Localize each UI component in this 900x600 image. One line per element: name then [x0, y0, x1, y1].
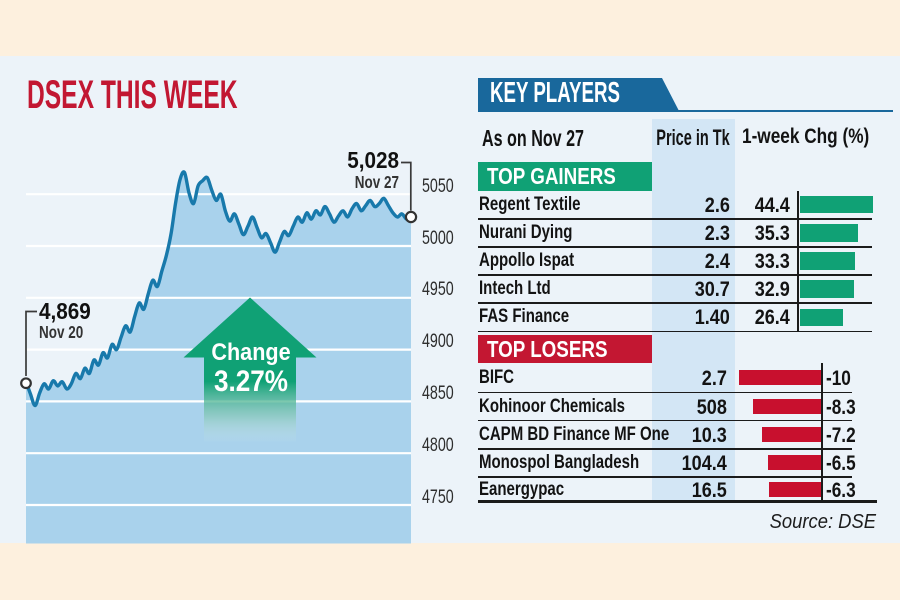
gainer-name: Appollo Ispat — [479, 249, 575, 271]
loser-change: -7.2 — [825, 422, 856, 447]
loser-change: -6.5 — [825, 450, 856, 475]
row-separator — [478, 391, 852, 394]
column-header-price: Price in Tk — [656, 124, 730, 150]
loser-bar — [767, 455, 821, 471]
loser-name: Monospol Bangladesh — [479, 450, 640, 473]
gainer-change: 26.4 — [754, 305, 790, 330]
loser-name: BIFC — [479, 365, 515, 388]
start-annotation-connector — [25, 310, 37, 376]
y-tick-5050: 5050 — [422, 175, 454, 197]
loser-price: 508 — [696, 394, 727, 419]
page-title: DSEX THIS WEEK — [27, 73, 238, 117]
price-column-background — [652, 119, 735, 503]
start-marker — [20, 377, 32, 390]
gainer-change: 32.9 — [754, 277, 790, 302]
row-separator — [478, 330, 872, 333]
gainer-change: 33.3 — [754, 249, 790, 273]
row-separator — [478, 447, 852, 450]
top-gainers-banner-label: TOP GAINERS — [487, 163, 616, 189]
index-line — [24, 170, 413, 408]
loser-bar — [739, 370, 821, 386]
y-tick-4750: 4750 — [422, 486, 454, 508]
gainer-name: Regent Textile — [479, 192, 581, 215]
gainer-change: 44.4 — [754, 192, 790, 217]
gainer-name: Intech Ltd — [479, 277, 551, 300]
gainer-name: FAS Finance — [479, 305, 570, 328]
gainer-price: 1.40 — [694, 305, 730, 330]
loser-name: CAPM BD Finance MF One — [479, 422, 670, 445]
dsex-area-chart — [20, 161, 418, 544]
end-annotation-connector — [401, 161, 412, 211]
loser-price: 2.7 — [701, 365, 727, 390]
gainers-bar-axis — [797, 190, 799, 332]
start-value-label: 4,869 — [39, 298, 91, 324]
change-percent: 3.27% — [213, 365, 289, 398]
top-gainers-banner: TOP GAINERS — [478, 162, 652, 191]
row-separator — [478, 476, 852, 478]
source-credit: Source: DSE — [769, 511, 876, 533]
loser-change: -8.3 — [825, 394, 856, 419]
gainer-price: 30.7 — [694, 277, 730, 302]
y-tick-4900: 4900 — [422, 331, 454, 353]
y-tick-4950: 4950 — [422, 279, 454, 301]
end-date-label: Nov 27 — [354, 171, 399, 192]
table-bottom-border — [478, 500, 877, 503]
end-annotation: 5,028 Nov 27 — [295, 147, 399, 193]
change-word: Change — [211, 339, 291, 366]
gainer-bar — [800, 280, 855, 299]
loser-bar — [752, 398, 821, 415]
start-date-label: Nov 20 — [39, 322, 84, 342]
column-header-change: 1-week Chg (%) — [742, 125, 870, 148]
y-tick-5000: 5000 — [422, 227, 454, 249]
loser-name: Eanergypac — [479, 477, 565, 500]
gainer-price: 2.6 — [704, 192, 730, 217]
loser-change: -6.3 — [825, 477, 856, 502]
banner-underline — [478, 110, 893, 113]
key-players-banner: KEY PLAYERS — [478, 78, 679, 110]
top-losers-banner-label: TOP LOSERS — [487, 335, 608, 362]
loser-change: -10 — [825, 365, 851, 390]
gainer-price: 2.3 — [704, 220, 730, 245]
loser-bar — [761, 427, 821, 443]
row-separator — [478, 302, 872, 305]
y-tick-4850: 4850 — [422, 382, 454, 404]
change-arrow — [183, 297, 317, 442]
end-value-label: 5,028 — [347, 146, 399, 173]
loser-price: 16.5 — [691, 477, 727, 502]
gainer-change: 35.3 — [754, 220, 790, 245]
row-separator — [478, 419, 852, 422]
loser-name: Kohinoor Chemicals — [479, 394, 626, 417]
row-separator — [478, 217, 872, 220]
gainer-bar — [800, 308, 844, 327]
change-callout: Change 3.27% — [181, 339, 321, 399]
gainer-bar — [800, 223, 859, 242]
row-separator — [478, 246, 872, 248]
start-annotation: 4,869 Nov 20 — [39, 298, 97, 343]
row-separator — [478, 274, 872, 276]
loser-bar — [769, 482, 821, 498]
column-header-date: As on Nov 27 — [482, 124, 585, 151]
gainer-name: Nurani Dying — [479, 220, 573, 243]
gainer-bar — [800, 195, 873, 214]
end-marker — [404, 210, 418, 224]
loser-price: 10.3 — [691, 422, 727, 447]
key-players-banner-label: KEY PLAYERS — [490, 77, 620, 109]
losers-bar-axis — [821, 363, 823, 500]
gainer-price: 2.4 — [704, 249, 730, 273]
loser-price: 104.4 — [681, 450, 727, 475]
gainer-bar — [800, 252, 855, 270]
y-tick-4800: 4800 — [422, 434, 454, 456]
top-losers-banner: TOP LOSERS — [478, 334, 652, 363]
